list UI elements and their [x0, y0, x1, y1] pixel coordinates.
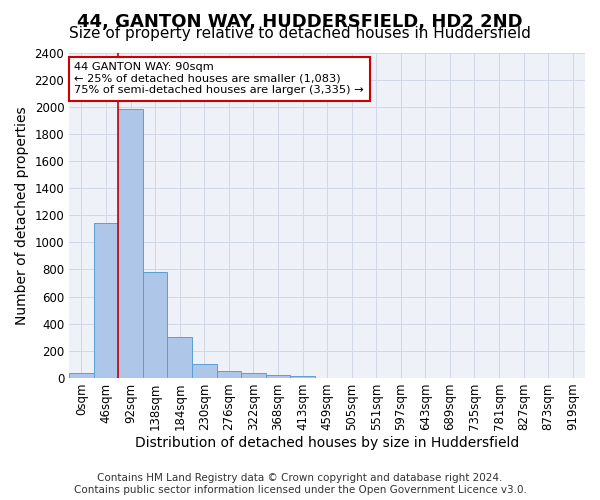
Bar: [118, 110, 143, 378]
Bar: [167, 338, 192, 378]
X-axis label: Distribution of detached houses by size in Huddersfield: Distribution of detached houses by size …: [135, 436, 519, 450]
Text: Size of property relative to detached houses in Huddersfield: Size of property relative to detached ho…: [69, 26, 531, 41]
Bar: [290, 376, 315, 378]
Text: 44 GANTON WAY: 90sqm
← 25% of detached houses are smaller (1,083)
75% of semi-de: 44 GANTON WAY: 90sqm ← 25% of detached h…: [74, 62, 364, 96]
Text: 44, GANTON WAY, HUDDERSFIELD, HD2 2ND: 44, GANTON WAY, HUDDERSFIELD, HD2 2ND: [77, 12, 523, 30]
Bar: [94, 224, 118, 378]
Bar: [143, 272, 167, 378]
Text: Contains HM Land Registry data © Crown copyright and database right 2024.
Contai: Contains HM Land Registry data © Crown c…: [74, 474, 526, 495]
Bar: [192, 364, 217, 378]
Y-axis label: Number of detached properties: Number of detached properties: [15, 106, 29, 324]
Bar: [69, 373, 94, 378]
Bar: [217, 372, 241, 378]
Bar: [241, 373, 266, 378]
Bar: [266, 375, 290, 378]
